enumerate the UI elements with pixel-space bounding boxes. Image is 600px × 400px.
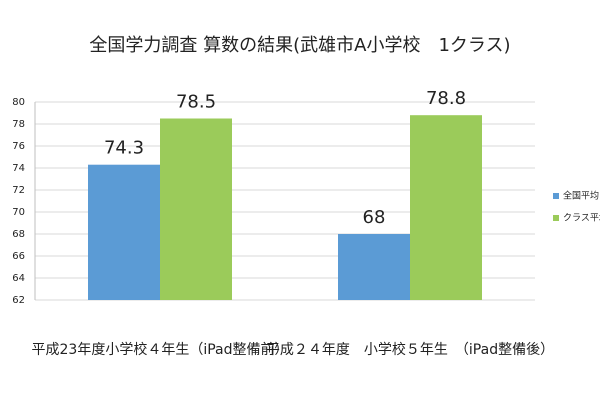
data-label: 78.5 — [176, 92, 216, 113]
y-tick-label: 72 — [12, 185, 25, 196]
y-tick-label: 70 — [12, 207, 25, 218]
data-label: 74.3 — [104, 138, 144, 159]
y-tick-label: 80 — [12, 97, 25, 108]
legend-label: クラス平均 — [563, 212, 600, 224]
legend-label: 全国平均 — [563, 190, 599, 202]
x-tick-label: 平成２４年度 小学校５年生 （iPad整備後） — [266, 341, 554, 358]
y-tick-label: 66 — [12, 251, 25, 262]
data-label: 78.8 — [426, 88, 466, 109]
bar — [410, 115, 482, 300]
bar — [160, 118, 232, 300]
y-tick-label: 76 — [12, 141, 25, 152]
y-tick-label: 64 — [12, 273, 25, 284]
y-tick-label: 68 — [12, 229, 25, 240]
chart-title: 全国学力調査 算数の結果(武雄市A小学校 1クラス) — [89, 35, 510, 56]
bar — [338, 234, 410, 300]
data-label: 68 — [363, 207, 386, 228]
legend-swatch — [553, 193, 559, 199]
y-tick-label: 74 — [12, 163, 25, 174]
bar — [88, 164, 160, 300]
y-tick-label: 78 — [12, 119, 25, 130]
legend-swatch — [553, 215, 559, 221]
x-tick-label: 平成23年度小学校４年生（iPad整備前） — [32, 341, 289, 358]
y-tick-label: 62 — [12, 295, 25, 306]
